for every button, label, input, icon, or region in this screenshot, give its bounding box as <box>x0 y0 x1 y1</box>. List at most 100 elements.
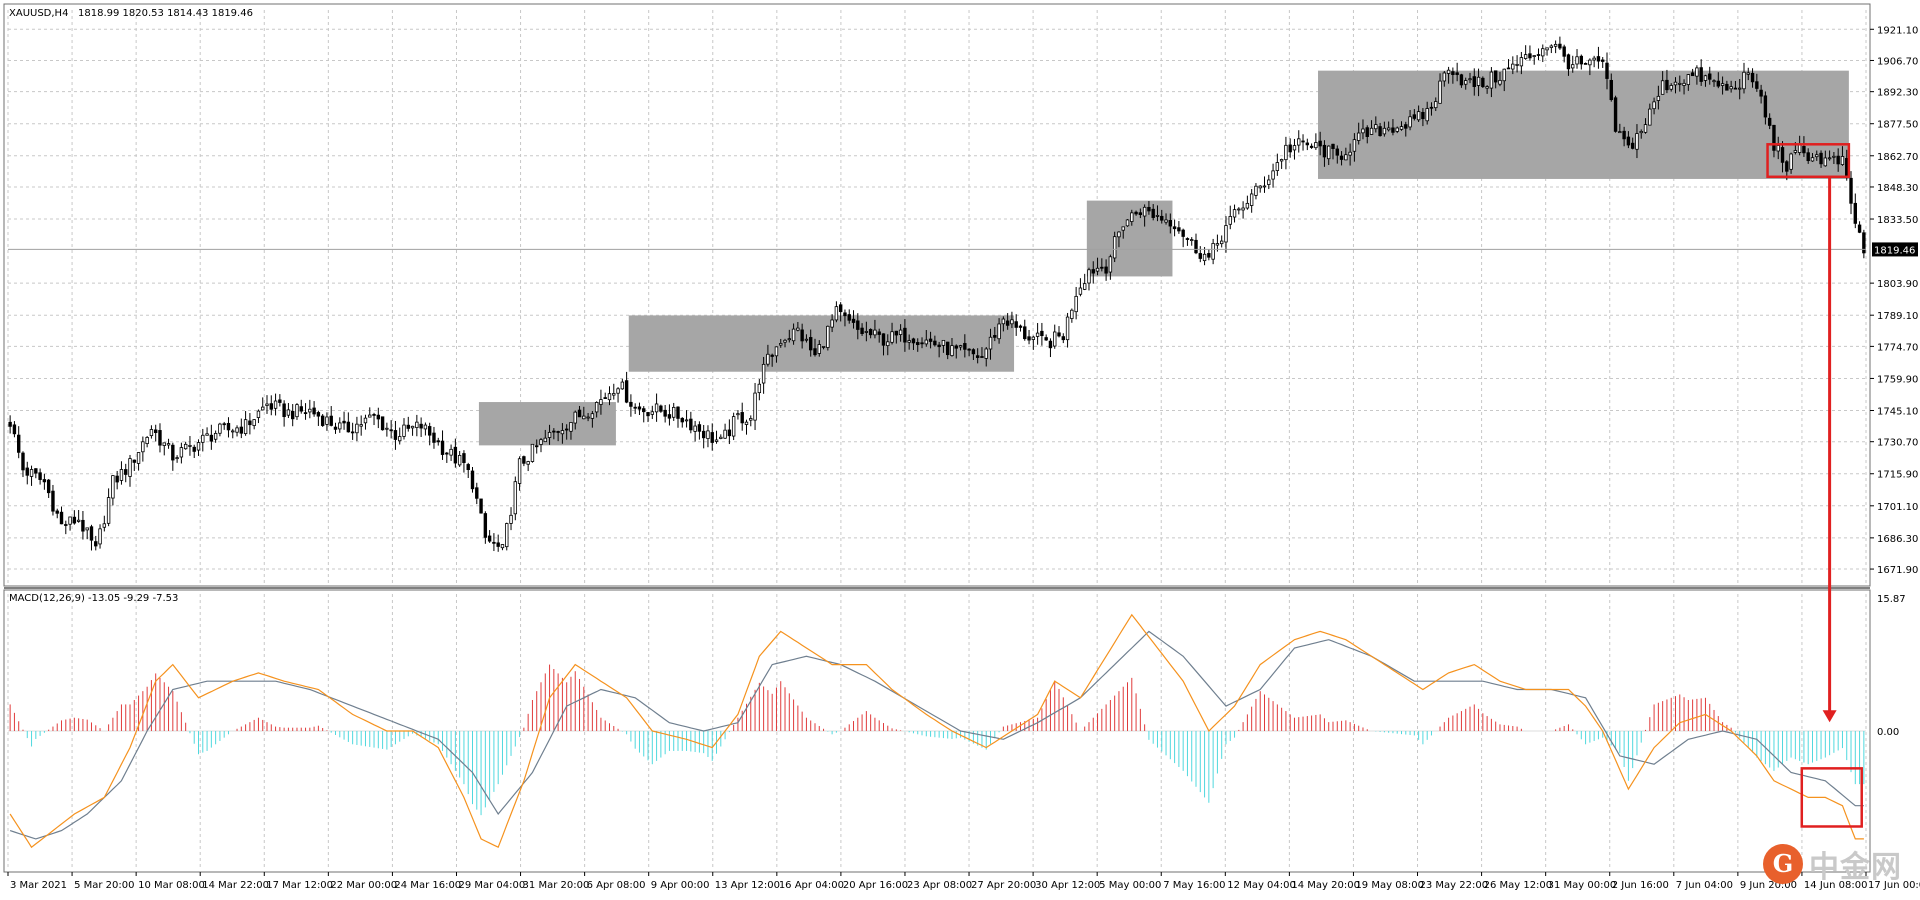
candle-body <box>376 414 381 420</box>
candle-body <box>1665 79 1669 91</box>
candle-body <box>650 411 655 415</box>
candle-body <box>1780 147 1785 163</box>
candle-body <box>1823 157 1828 167</box>
candle-body <box>766 353 770 365</box>
candle-body <box>145 437 149 445</box>
candle-body <box>196 442 201 451</box>
macd-signal-line <box>9 630 1864 840</box>
candle-body <box>1575 56 1579 65</box>
candle-body <box>1472 76 1476 87</box>
y-tick-label: 1921.10 <box>1877 25 1918 36</box>
candle-body <box>569 422 573 432</box>
candle-body <box>1100 266 1104 269</box>
candle-body <box>1305 142 1310 146</box>
candle-body <box>265 403 269 406</box>
candle-body <box>1476 76 1481 86</box>
candle-body <box>1729 86 1733 90</box>
y-tick-label: 1803.90 <box>1877 279 1918 290</box>
candle-body <box>847 314 851 321</box>
candle-body <box>975 355 980 358</box>
candle-body <box>1836 155 1840 165</box>
candle-body <box>1832 155 1836 158</box>
candle-body <box>693 425 697 432</box>
candle-body <box>231 430 235 433</box>
candle-body <box>1082 283 1087 290</box>
candle-body <box>1352 139 1357 152</box>
candle-body <box>1669 85 1673 90</box>
candle-body <box>689 418 693 431</box>
candle-body <box>21 452 25 471</box>
candle-body <box>124 469 128 475</box>
candle-body <box>830 319 834 328</box>
candle-body <box>385 427 389 430</box>
candle-body <box>149 429 154 437</box>
candle-body <box>539 439 543 445</box>
candle-body <box>1652 101 1656 110</box>
y-tick-label: 1848.30 <box>1877 183 1918 194</box>
candle-body <box>547 431 552 438</box>
candle-body <box>1493 70 1498 83</box>
highlight-box-price <box>1766 143 1851 179</box>
candle-body <box>261 406 265 411</box>
candle-body <box>329 415 333 426</box>
candle-body <box>556 431 560 433</box>
candle-body <box>624 380 629 403</box>
current-price-badge <box>1872 242 1918 257</box>
candle-body <box>791 328 796 342</box>
candle-body <box>393 430 398 440</box>
candle-body <box>1147 206 1151 212</box>
candle-body <box>1160 215 1164 221</box>
candle-body <box>1566 54 1571 70</box>
candle-body <box>1292 145 1297 151</box>
candle-body <box>1339 155 1344 160</box>
candle-body <box>1528 53 1532 59</box>
x-tick-label: 19 May 08:00 <box>1355 880 1424 891</box>
candle-body <box>342 420 346 424</box>
candle-body <box>346 421 351 433</box>
candle-body <box>162 442 166 446</box>
candle-body <box>1408 116 1412 128</box>
candle-body <box>1429 106 1434 109</box>
x-tick-label: 10 Mar 08:00 <box>138 880 205 891</box>
candle-body <box>81 519 85 532</box>
candle-body <box>1087 269 1091 284</box>
candle-body <box>963 343 967 350</box>
candle-body <box>1309 145 1314 148</box>
candle-body <box>1078 287 1083 295</box>
candle-body <box>1793 150 1798 153</box>
x-tick-label: 14 Jun 08:00 <box>1804 880 1868 891</box>
candle-body <box>1678 82 1682 85</box>
candle-body <box>42 479 47 483</box>
candle-body <box>1301 140 1305 143</box>
candle-body <box>1057 332 1061 337</box>
candle-body <box>1738 87 1742 90</box>
candle-body <box>1442 72 1447 82</box>
candle-body <box>1605 62 1609 79</box>
candle-body <box>928 338 933 342</box>
chart-header-symbol: XAUUSD,H4 <box>9 8 68 19</box>
candle-body <box>552 430 556 433</box>
candle-body <box>744 421 749 425</box>
candle-body <box>1583 62 1588 65</box>
x-tick-label: 23 Apr 08:00 <box>907 880 972 891</box>
candle-body <box>868 329 873 336</box>
candle-body <box>1271 170 1275 180</box>
candle-body <box>1416 111 1421 121</box>
candle-body <box>950 345 954 356</box>
candle-body <box>1151 208 1155 218</box>
candle-body <box>1378 126 1382 137</box>
candle-body <box>453 446 458 464</box>
candle-body <box>1053 331 1057 347</box>
candle-body <box>1622 130 1626 140</box>
candle-body <box>1725 83 1729 91</box>
candle-body <box>1810 157 1815 162</box>
candle-body <box>76 519 81 522</box>
candle-body <box>1699 67 1703 82</box>
candle-body <box>218 423 222 434</box>
candle-body <box>252 419 256 426</box>
candle-body <box>1356 132 1361 141</box>
candle-body <box>573 411 577 424</box>
x-tick-label: 29 Mar 04:00 <box>458 880 525 891</box>
candle-body <box>1763 95 1768 118</box>
candle-body <box>590 413 595 419</box>
